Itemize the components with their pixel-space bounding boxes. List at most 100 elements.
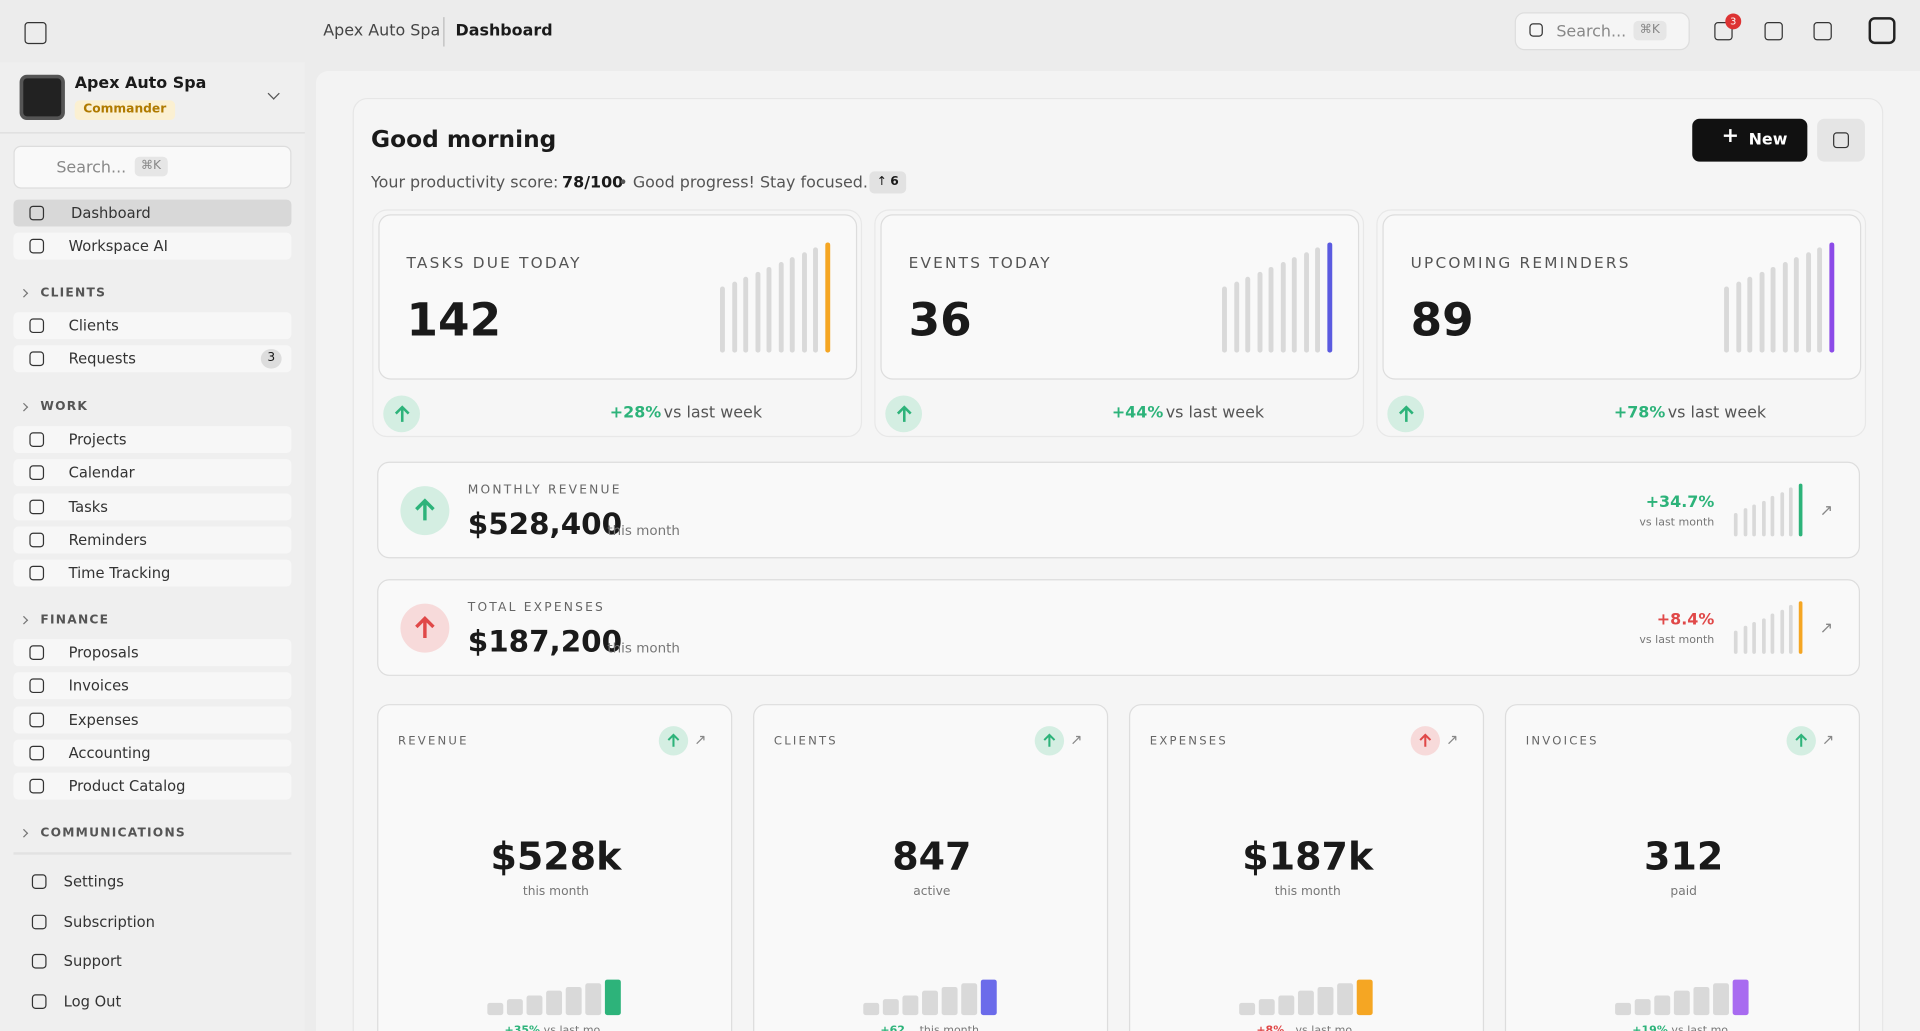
avatar[interactable]: [1868, 17, 1896, 45]
spark-bar: [1732, 979, 1749, 1016]
footer-item[interactable]: Subscription: [63, 913, 155, 931]
spark-bar: [1303, 252, 1309, 353]
nav-item[interactable]: Accounting: [13, 739, 292, 767]
icon: [29, 432, 45, 447]
section-title: WORK: [40, 400, 89, 414]
nav-item[interactable]: Proposals: [13, 639, 292, 667]
spark-bar: [1752, 504, 1756, 537]
nav-item[interactable]: Calendar: [13, 459, 292, 487]
spark-bar: [604, 979, 621, 1016]
nav-item[interactable]: Product Catalog: [13, 772, 292, 800]
logo: [19, 74, 65, 121]
nav-item[interactable]: Clients: [13, 312, 292, 340]
spark-bar: [922, 991, 938, 1016]
small-card: REVENUE ↗ $528k this month +35% vs last mo: [377, 704, 733, 1031]
nav-badge: 3: [260, 349, 282, 369]
nav-item[interactable]: Tasks: [13, 492, 292, 520]
icon: [29, 238, 45, 254]
nav-item[interactable]: Requests 3: [13, 345, 292, 373]
plus: +: [1721, 123, 1740, 149]
nav-label: Reminders: [68, 531, 147, 549]
spark-bar: [1733, 512, 1738, 537]
stat-label: TASKS DUE TODAY: [406, 253, 582, 272]
nav-label: Time Tracking: [68, 564, 171, 582]
search-text: Search...: [1556, 23, 1627, 42]
open-arrow: ↗: [1819, 619, 1833, 638]
spark-bar: [980, 979, 997, 1016]
small-value: $528k: [490, 835, 622, 880]
small-change-suffix: vs last mo: [1296, 1026, 1353, 1031]
stat-suffix: vs last week: [663, 404, 763, 423]
settings-button[interactable]: [1817, 118, 1865, 162]
nav-label: Invoices: [68, 677, 129, 695]
spark-bar: [1713, 983, 1729, 1016]
spark-bar: [1817, 247, 1823, 353]
small-value: $187k: [1242, 835, 1374, 880]
spark-bar: [1673, 991, 1690, 1016]
spark-bar: [1693, 987, 1710, 1016]
trend-icon: [383, 395, 421, 433]
new-button[interactable]: + New: [1692, 118, 1808, 162]
nav-item[interactable]: Expenses: [13, 706, 292, 733]
small-card: EXPENSES ↗ $187k this month +8% vs last mo: [1128, 704, 1485, 1031]
footer-item[interactable]: Settings: [63, 873, 124, 891]
spark-bar: [961, 983, 978, 1016]
spark-bar: [1245, 276, 1251, 353]
nav-item[interactable]: Invoices: [13, 672, 292, 700]
nav-label: Workspace AI: [68, 237, 168, 255]
trend-icon: [658, 726, 689, 756]
nav-item[interactable]: Reminders: [13, 526, 292, 554]
sidebar-search[interactable]: Search... ⌘K: [13, 145, 292, 189]
spark-bar: [813, 247, 818, 353]
spark-bar: [1268, 266, 1274, 353]
nav-label: Tasks: [68, 497, 108, 516]
search[interactable]: Search... ⌘K: [1514, 12, 1690, 51]
open-arrow: ↗: [1822, 731, 1835, 749]
spark-bar: [789, 257, 795, 353]
wide-label: TOTAL EXPENSES: [467, 601, 606, 615]
wide-suffix: this month: [607, 640, 680, 657]
nav-item[interactable]: Dashboard: [13, 199, 292, 227]
section-title: FINANCE: [40, 613, 110, 627]
icon: [29, 351, 45, 367]
stat-card: EVENTS TODAY 36 +44% vs last week: [874, 209, 1365, 438]
nav-item[interactable]: Projects: [13, 426, 292, 454]
workspace-name: Apex Auto Spa: [74, 74, 207, 94]
icon: [31, 954, 47, 970]
trend-icon: [1786, 726, 1816, 756]
spark-bar: [1798, 483, 1802, 537]
spark-bar: [1758, 271, 1764, 353]
stat-change: +44%: [1111, 404, 1164, 423]
open-arrow: ↗: [694, 731, 707, 749]
spark-bar: [1297, 991, 1314, 1016]
trend-icon: [400, 603, 450, 653]
nav-label: Accounting: [68, 744, 151, 762]
spark-bar: [1788, 605, 1793, 654]
spark-bar: [1233, 281, 1239, 353]
stat-change: +28%: [609, 404, 662, 423]
nav-item[interactable]: Workspace AI: [13, 232, 292, 260]
footer-item[interactable]: Support: [63, 953, 122, 971]
stat-inner: UPCOMING REMINDERS 89: [1382, 214, 1862, 380]
icon: [29, 745, 45, 761]
spark-bar: [1724, 286, 1729, 353]
small-sub: active: [913, 885, 951, 899]
spark-bar: [1239, 1002, 1256, 1016]
arrow: ↑: [876, 175, 888, 189]
stat-card: TASKS DUE TODAY 142 +28% vs last week: [372, 209, 863, 438]
stat-label: UPCOMING REMINDERS: [1410, 253, 1631, 272]
wide-value: $528,400: [467, 506, 623, 542]
chevron: [267, 87, 280, 100]
main: Good morning Your productivity score: 78/1…: [315, 71, 1920, 1031]
prod-score: 78/100: [562, 173, 624, 193]
spark-bar: [1743, 508, 1747, 537]
footer-item[interactable]: Log Out: [63, 993, 122, 1011]
spark-bar: [506, 998, 523, 1016]
trend-icon: [1034, 726, 1065, 756]
spark-bar: [902, 994, 919, 1016]
wide-label: MONTHLY REVENUE: [467, 483, 622, 498]
spark-bar: [1828, 242, 1834, 353]
spark-bar: [1634, 998, 1651, 1016]
nav-item[interactable]: Time Tracking: [13, 559, 292, 587]
spark-bar: [824, 242, 830, 353]
